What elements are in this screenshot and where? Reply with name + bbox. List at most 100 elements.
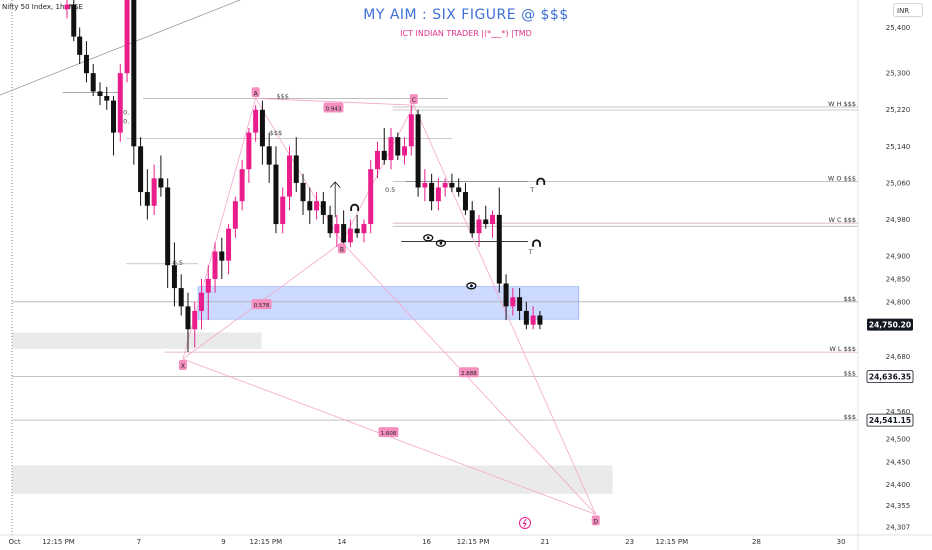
candle bbox=[77, 27, 83, 65]
candle bbox=[226, 224, 232, 275]
candle bbox=[523, 301, 529, 330]
candle bbox=[408, 105, 414, 156]
ratio-badge bbox=[323, 102, 344, 113]
candle bbox=[374, 141, 380, 179]
candle bbox=[273, 146, 279, 234]
y-tick-label: 24,850 bbox=[886, 275, 911, 283]
candle-body bbox=[138, 146, 144, 193]
candle-body bbox=[422, 182, 428, 188]
candle bbox=[307, 187, 313, 225]
candle bbox=[259, 100, 265, 165]
eye-icon-pupil bbox=[439, 241, 443, 245]
candle-body bbox=[537, 315, 543, 325]
candle-body bbox=[530, 315, 536, 325]
y-tick-label: 24,307 bbox=[886, 524, 911, 532]
candle-body bbox=[280, 196, 286, 225]
candle bbox=[64, 0, 70, 19]
candle bbox=[219, 237, 225, 279]
candle bbox=[314, 192, 320, 220]
candle bbox=[131, 0, 137, 165]
candle-body bbox=[402, 146, 408, 156]
candle bbox=[138, 137, 144, 206]
price-label: 24,541.15 bbox=[869, 416, 911, 425]
pattern-cd bbox=[413, 105, 597, 515]
candle bbox=[165, 178, 171, 289]
candle-body bbox=[314, 201, 320, 211]
candle bbox=[171, 242, 177, 307]
x-tick-label: 30 bbox=[837, 538, 846, 546]
candle bbox=[462, 182, 468, 215]
candle-body bbox=[205, 278, 211, 293]
y-tick-label: 25,300 bbox=[886, 70, 911, 78]
chart-annotation: $$$ bbox=[277, 92, 289, 100]
ratio-label: 0.943 bbox=[326, 106, 342, 112]
candle bbox=[286, 146, 292, 211]
candle-body bbox=[496, 214, 502, 284]
candle-body bbox=[124, 0, 130, 74]
y-tick-label: 25,140 bbox=[886, 143, 911, 151]
candle bbox=[402, 137, 408, 165]
candle bbox=[456, 178, 462, 197]
candle bbox=[368, 160, 374, 234]
price-label: 24,750.20 bbox=[869, 321, 911, 330]
candle-body bbox=[469, 210, 475, 234]
trendline bbox=[0, 0, 241, 96]
candle bbox=[483, 205, 489, 229]
candle bbox=[280, 187, 286, 234]
candle-body bbox=[388, 137, 394, 161]
candle-body bbox=[226, 228, 232, 261]
candle-body bbox=[212, 251, 218, 279]
y-tick-label: 24,900 bbox=[886, 253, 911, 261]
candle-body bbox=[517, 297, 523, 311]
candle-body bbox=[361, 224, 367, 234]
candle bbox=[71, 0, 77, 42]
point-label: X bbox=[181, 363, 185, 370]
magnet-icon bbox=[350, 203, 360, 212]
point-label: B bbox=[340, 246, 344, 253]
candle-body bbox=[476, 219, 482, 234]
candle bbox=[435, 178, 441, 211]
candle bbox=[185, 292, 191, 353]
candle bbox=[205, 265, 211, 321]
candle-body bbox=[462, 192, 468, 211]
candle-body bbox=[347, 228, 353, 243]
magnet-icon bbox=[536, 177, 546, 185]
candle bbox=[503, 274, 509, 321]
candle bbox=[104, 86, 110, 110]
candle-body bbox=[77, 36, 83, 55]
candle bbox=[496, 187, 502, 293]
candle-body bbox=[415, 114, 421, 188]
candle bbox=[83, 41, 89, 83]
currency-button[interactable]: INR bbox=[893, 3, 923, 17]
point-badge bbox=[337, 243, 346, 254]
pattern-bd bbox=[341, 242, 597, 515]
candle-body bbox=[117, 73, 123, 133]
candle bbox=[422, 169, 428, 202]
candle-body bbox=[408, 114, 414, 147]
level-label: W C $$$ bbox=[828, 216, 856, 224]
ratio-label: 2.888 bbox=[461, 371, 477, 377]
chart-subtitle: ICT INDIAN TRADER |(*‿_*) |TMD bbox=[400, 29, 532, 38]
candle bbox=[97, 82, 103, 106]
candle bbox=[117, 64, 123, 142]
candle-body bbox=[483, 219, 489, 225]
candle-body bbox=[503, 283, 509, 307]
candle bbox=[90, 64, 96, 97]
ratio-label: 0.578 bbox=[254, 303, 270, 309]
arrow-up-icon bbox=[329, 181, 341, 218]
candle-body bbox=[293, 155, 299, 183]
candle-body bbox=[90, 73, 96, 92]
candle-body bbox=[286, 155, 292, 197]
grey-zone-lower bbox=[12, 465, 613, 494]
symbol-label[interactable]: Nifty 50 Index, 1h, NSE bbox=[2, 3, 83, 11]
candle-body bbox=[435, 187, 441, 202]
chart-title: MY AIM : SIX FIGURE @ $$$ bbox=[363, 7, 569, 23]
eye-icon-pupil bbox=[469, 284, 473, 288]
candle bbox=[300, 173, 306, 215]
candle-body bbox=[266, 146, 272, 165]
y-tick-label: 24,500 bbox=[886, 435, 911, 443]
point-badge bbox=[251, 87, 260, 98]
candle-body bbox=[71, 4, 77, 37]
candle-body bbox=[151, 178, 157, 206]
